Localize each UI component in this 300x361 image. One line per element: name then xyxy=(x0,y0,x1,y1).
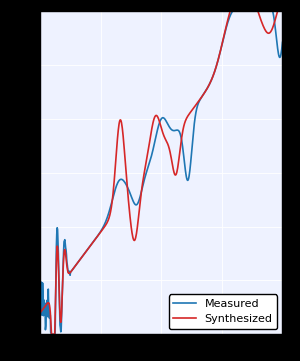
Legend: Measured, Synthesized: Measured, Synthesized xyxy=(169,294,277,329)
Measured xyxy=(38,300,42,304)
Measured xyxy=(281,40,284,44)
Line: Measured: Measured xyxy=(40,11,283,334)
Synthesized xyxy=(101,227,105,231)
Measured xyxy=(148,158,152,162)
Synthesized xyxy=(82,253,85,257)
Measured xyxy=(221,38,225,43)
Synthesized xyxy=(201,94,204,98)
Measured xyxy=(231,9,235,13)
Measured xyxy=(201,94,204,98)
Line: Synthesized: Synthesized xyxy=(40,11,283,334)
Measured xyxy=(50,332,53,336)
Measured xyxy=(182,151,185,155)
Synthesized xyxy=(182,126,185,130)
Synthesized xyxy=(148,136,152,140)
Synthesized xyxy=(221,38,225,42)
Synthesized xyxy=(281,9,284,13)
Synthesized xyxy=(38,310,42,315)
Synthesized xyxy=(229,9,232,13)
Measured xyxy=(101,226,105,230)
Measured xyxy=(82,253,85,257)
Synthesized xyxy=(50,332,53,336)
